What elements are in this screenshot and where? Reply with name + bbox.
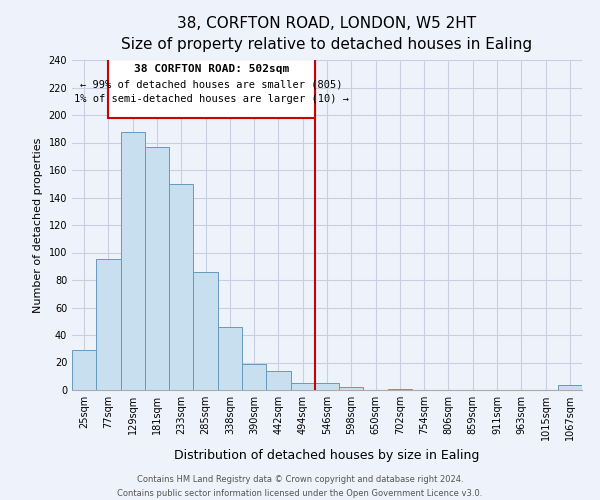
Text: Contains HM Land Registry data © Crown copyright and database right 2024.
Contai: Contains HM Land Registry data © Crown c… — [118, 476, 482, 498]
Bar — [121, 132, 145, 390]
Bar — [266, 371, 290, 390]
Bar — [72, 350, 96, 390]
X-axis label: Distribution of detached houses by size in Ealing: Distribution of detached houses by size … — [175, 448, 479, 462]
Text: 1% of semi-detached houses are larger (10) →: 1% of semi-detached houses are larger (1… — [74, 94, 349, 104]
Bar — [145, 146, 169, 390]
Title: 38, CORFTON ROAD, LONDON, W5 2HT
Size of property relative to detached houses in: 38, CORFTON ROAD, LONDON, W5 2HT Size of… — [121, 16, 533, 52]
Bar — [558, 384, 582, 390]
Bar — [96, 260, 121, 390]
Bar — [218, 327, 242, 390]
Bar — [388, 388, 412, 390]
Bar — [169, 184, 193, 390]
Bar — [315, 383, 339, 390]
Bar — [290, 383, 315, 390]
Text: ← 99% of detached houses are smaller (805): ← 99% of detached houses are smaller (80… — [80, 79, 343, 89]
Bar — [339, 387, 364, 390]
Text: 38 CORFTON ROAD: 502sqm: 38 CORFTON ROAD: 502sqm — [134, 64, 289, 74]
Y-axis label: Number of detached properties: Number of detached properties — [33, 138, 43, 312]
FancyBboxPatch shape — [109, 58, 315, 118]
Bar — [242, 364, 266, 390]
Bar — [193, 272, 218, 390]
